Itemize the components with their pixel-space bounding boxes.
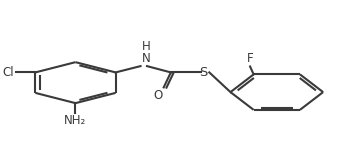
Text: F: F [247, 52, 253, 65]
Text: NH₂: NH₂ [64, 114, 87, 127]
Text: H
N: H N [142, 40, 151, 65]
Text: Cl: Cl [3, 66, 14, 79]
Text: S: S [199, 66, 208, 79]
Text: O: O [154, 89, 163, 102]
